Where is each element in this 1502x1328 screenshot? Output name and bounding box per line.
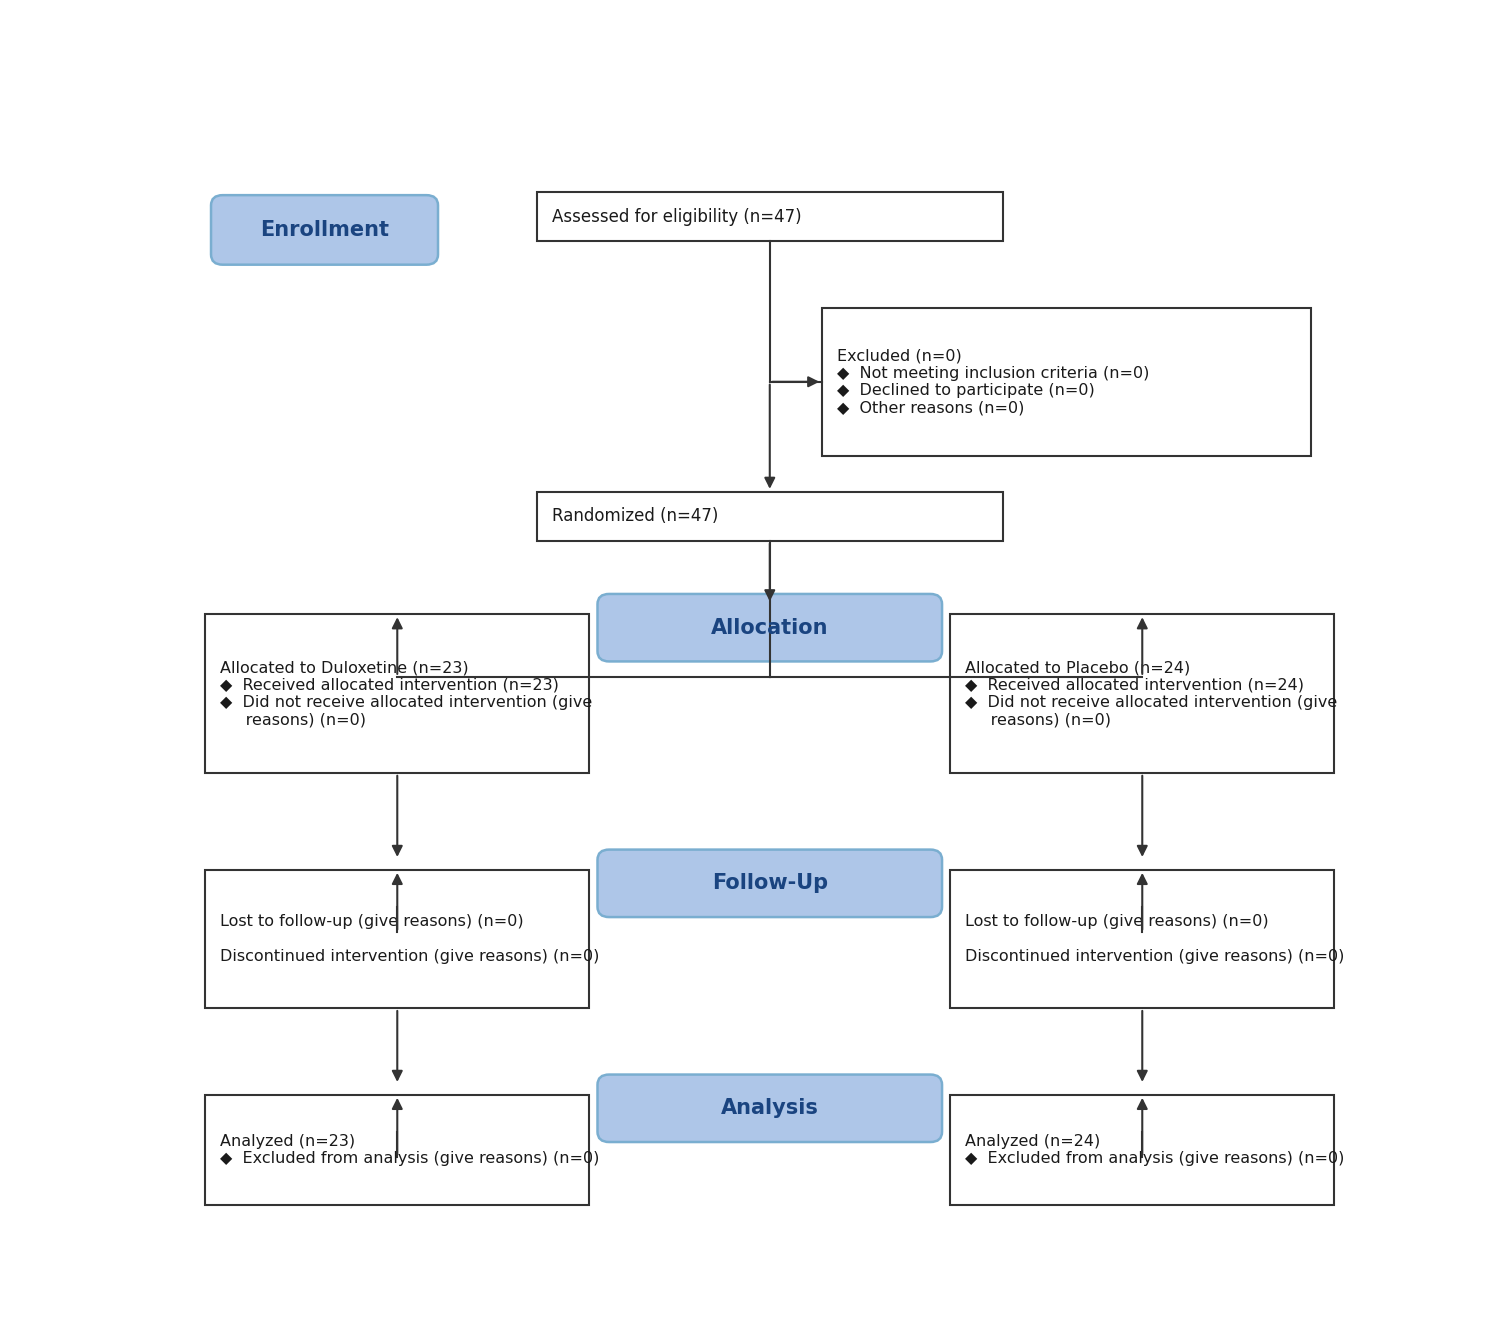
Text: Analyzed (n=23)
◆  Excluded from analysis (give reasons) (n=0): Analyzed (n=23) ◆ Excluded from analysis… — [221, 1134, 599, 1166]
Text: Randomized (n=47): Randomized (n=47) — [553, 507, 718, 526]
Text: Analyzed (n=24)
◆  Excluded from analysis (give reasons) (n=0): Analyzed (n=24) ◆ Excluded from analysis… — [966, 1134, 1344, 1166]
Text: Lost to follow-up (give reasons) (n=0)

Discontinued intervention (give reasons): Lost to follow-up (give reasons) (n=0) D… — [966, 914, 1344, 964]
FancyBboxPatch shape — [598, 1074, 942, 1142]
Text: Follow-Up: Follow-Up — [712, 874, 828, 894]
Text: Excluded (n=0)
◆  Not meeting inclusion criteria (n=0)
◆  Declined to participat: Excluded (n=0) ◆ Not meeting inclusion c… — [837, 348, 1149, 416]
Text: Allocation: Allocation — [710, 618, 829, 637]
Text: Lost to follow-up (give reasons) (n=0)

Discontinued intervention (give reasons): Lost to follow-up (give reasons) (n=0) D… — [221, 914, 599, 964]
FancyBboxPatch shape — [206, 1096, 589, 1206]
Text: Enrollment: Enrollment — [260, 220, 389, 240]
Text: Allocated to Placebo (n=24)
◆  Received allocated intervention (n=24)
◆  Did not: Allocated to Placebo (n=24) ◆ Received a… — [966, 660, 1338, 728]
Text: Assessed for eligibility (n=47): Assessed for eligibility (n=47) — [553, 207, 802, 226]
FancyBboxPatch shape — [951, 615, 1334, 773]
FancyBboxPatch shape — [210, 195, 439, 264]
FancyBboxPatch shape — [951, 870, 1334, 1008]
FancyBboxPatch shape — [538, 193, 1003, 242]
FancyBboxPatch shape — [598, 594, 942, 661]
FancyBboxPatch shape — [206, 870, 589, 1008]
FancyBboxPatch shape — [206, 615, 589, 773]
FancyBboxPatch shape — [951, 1096, 1334, 1206]
Text: Allocated to Duloxetine (n=23)
◆  Received allocated intervention (n=23)
◆  Did : Allocated to Duloxetine (n=23) ◆ Receive… — [221, 660, 593, 728]
FancyBboxPatch shape — [598, 850, 942, 918]
FancyBboxPatch shape — [822, 308, 1311, 456]
FancyBboxPatch shape — [538, 491, 1003, 540]
Text: Analysis: Analysis — [721, 1098, 819, 1118]
